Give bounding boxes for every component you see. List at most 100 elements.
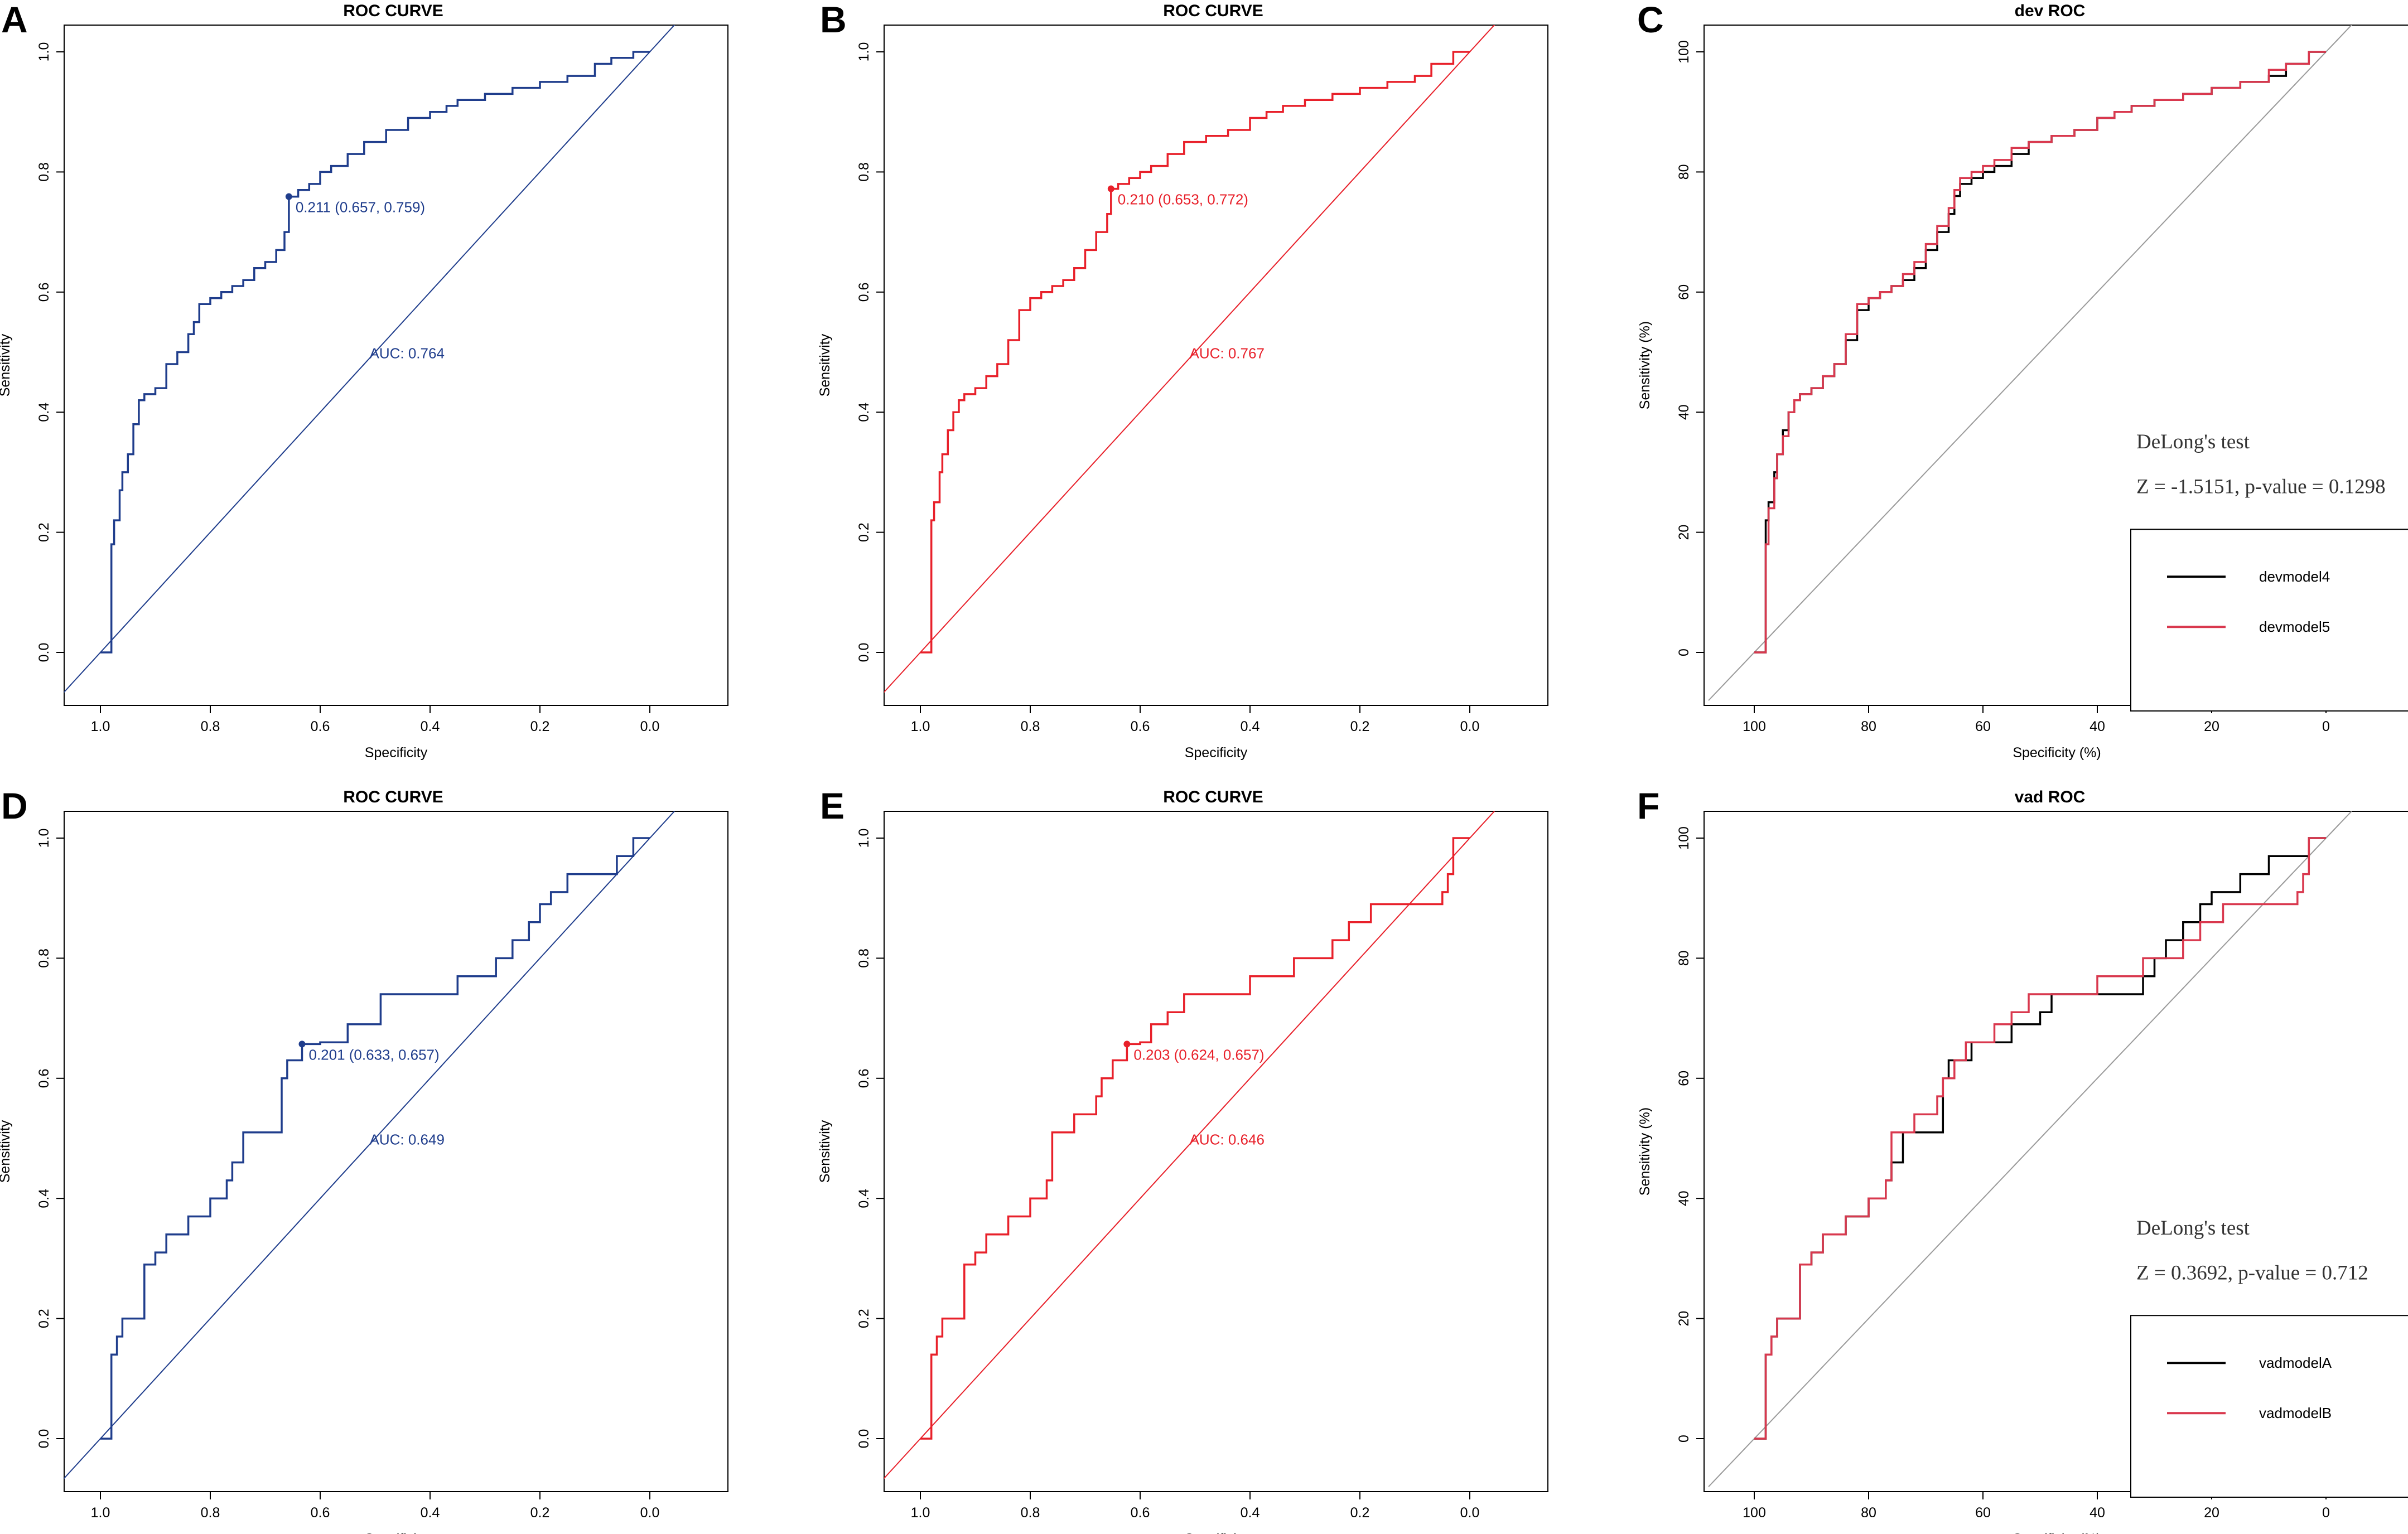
x-tick-label: 40 (2089, 1505, 2105, 1521)
panel-letter-d: D (1, 785, 28, 826)
x-tick-label: 20 (2204, 719, 2219, 734)
x-tick-label: 1.0 (911, 1505, 930, 1521)
cutoff-point (285, 193, 292, 200)
x-axis-label: Specificity (365, 1531, 428, 1534)
x-tick-label: 0.4 (1241, 719, 1260, 734)
legend-label-devmodel4: devmodel4 (2259, 568, 2330, 585)
y-axis-label: Sensitivity (%) (1637, 321, 1653, 409)
roc-series-roc (920, 51, 1470, 654)
y-tick-label: 40 (1676, 404, 1692, 420)
chart-title: dev ROC (2015, 2, 2086, 20)
y-tick-label: 0.0 (36, 1429, 52, 1449)
y-axis-label: Sensitivity (%) (1637, 1107, 1653, 1196)
legend-label-vadmodelb: vadmodelB (2259, 1405, 2332, 1421)
y-tick-label: 80 (1676, 164, 1692, 180)
diagonal-reference-line (884, 811, 1495, 1479)
x-tick-label: 1.0 (911, 719, 930, 734)
cutoff-label: 0.203 (0.624, 0.657) (1133, 1046, 1264, 1063)
y-tick-label: 0.4 (856, 1189, 872, 1208)
y-tick-label: 1.0 (36, 42, 52, 62)
x-tick-label: 0 (2322, 719, 2330, 734)
delong-test-result: Z = 0.3692, p-value = 0.712 (2136, 1262, 2368, 1285)
cutoff-label: 0.211 (0.657, 0.759) (296, 199, 425, 216)
x-axis-label: Specificity (%) (2013, 1531, 2101, 1534)
x-tick-label: 1.0 (91, 1505, 110, 1521)
x-tick-label: 0.6 (311, 719, 330, 734)
y-axis-label: Sensitivity (817, 1120, 833, 1183)
y-tick-label: 60 (1676, 1071, 1692, 1086)
chart-title: vad ROC (2015, 788, 2086, 806)
panel-b: B ROC CURVE 0.0 0.2 0.4 0.6 0.8 1.0 1.0 0.8 0.6 0.4… (817, 0, 1548, 761)
cutoff-point (1123, 1041, 1131, 1048)
x-tick-label: 60 (1975, 1505, 1991, 1521)
x-tick-label: 0.2 (530, 1505, 550, 1521)
legend-box (2130, 1315, 2408, 1498)
roc-series-roc (100, 837, 650, 1440)
plot-frame (1704, 811, 2408, 1492)
plot-frame (64, 811, 728, 1492)
chart-title: ROC CURVE (1163, 2, 1263, 20)
y-tick-label: 0.0 (856, 643, 872, 662)
delong-test-result: Z = -1.5151, p-value = 0.1298 (2136, 476, 2386, 499)
x-tick-label: 0.4 (421, 719, 440, 734)
y-tick-label: 80 (1676, 950, 1692, 966)
y-tick-label: 60 (1676, 284, 1692, 300)
x-tick-label: 0.8 (201, 1505, 220, 1521)
diagonal-reference-line (64, 25, 675, 693)
y-tick-label: 0.2 (36, 522, 52, 542)
chart-title: ROC CURVE (343, 2, 443, 20)
roc-series-devmodel5 (1754, 51, 2326, 654)
y-tick-label: 0 (1676, 649, 1692, 656)
panel-letter-b: B (820, 0, 847, 40)
x-tick-label: 0.0 (640, 719, 660, 734)
x-tick-label: 0.4 (1241, 1505, 1260, 1521)
plot-frame (1704, 25, 2408, 706)
x-tick-label: 80 (1861, 719, 1876, 734)
x-tick-label: 0.2 (1350, 719, 1370, 734)
y-tick-label: 0.0 (856, 1429, 872, 1449)
y-tick-label: 1.0 (36, 829, 52, 848)
plot-frame (884, 25, 1548, 706)
y-tick-label: 0.0 (36, 643, 52, 662)
x-tick-label: 0.6 (1131, 1505, 1150, 1521)
y-tick-label: 0.2 (36, 1309, 52, 1328)
y-tick-label: 0.8 (36, 162, 52, 182)
diagonal-reference-line (64, 811, 675, 1479)
chart-title: ROC CURVE (1163, 788, 1263, 806)
y-tick-label: 100 (1676, 826, 1692, 850)
y-tick-label: 0.4 (36, 1189, 52, 1208)
diagonal-reference-line (884, 25, 1495, 693)
x-tick-label: 60 (1975, 719, 1991, 734)
y-tick-label: 1.0 (856, 42, 872, 62)
y-tick-label: 0.6 (856, 282, 872, 302)
chart-title: ROC CURVE (343, 788, 443, 806)
y-tick-label: 0.6 (856, 1068, 872, 1088)
x-tick-label: 0.6 (1131, 719, 1150, 734)
x-tick-label: 100 (1743, 1505, 1766, 1521)
y-tick-label: 0 (1676, 1435, 1692, 1443)
plot-frame (64, 25, 728, 706)
panel-letter-c: C (1637, 0, 1664, 40)
panel-letter-f: F (1637, 785, 1659, 826)
auc-label: AUC: 0.649 (370, 1131, 445, 1148)
roc-series-vadmodelb (1754, 837, 2326, 1440)
x-axis-label: Specificity (365, 745, 428, 761)
cutoff-point (298, 1041, 306, 1048)
y-tick-label: 0.6 (36, 1068, 52, 1088)
diagonal-reference-line (1708, 25, 2353, 701)
y-tick-label: 0.8 (36, 949, 52, 968)
panel-d: D ROC CURVE 0.0 0.2 0.4 0.6 0.8 1.0 1.0 0.8 0.6 0.4… (0, 785, 728, 1534)
x-tick-label: 40 (2089, 719, 2105, 734)
x-tick-label: 0.8 (201, 719, 220, 734)
y-tick-label: 0.6 (36, 282, 52, 302)
cutoff-label: 0.210 (0.653, 0.772) (1118, 191, 1248, 208)
cutoff-label: 0.201 (0.633, 0.657) (308, 1046, 439, 1063)
y-tick-label: 40 (1676, 1191, 1692, 1206)
x-tick-label: 20 (2204, 1505, 2219, 1521)
delong-test-title: DeLong's test (2136, 430, 2250, 453)
y-tick-label: 0.4 (856, 403, 872, 422)
panel-letter-a: A (1, 0, 28, 40)
